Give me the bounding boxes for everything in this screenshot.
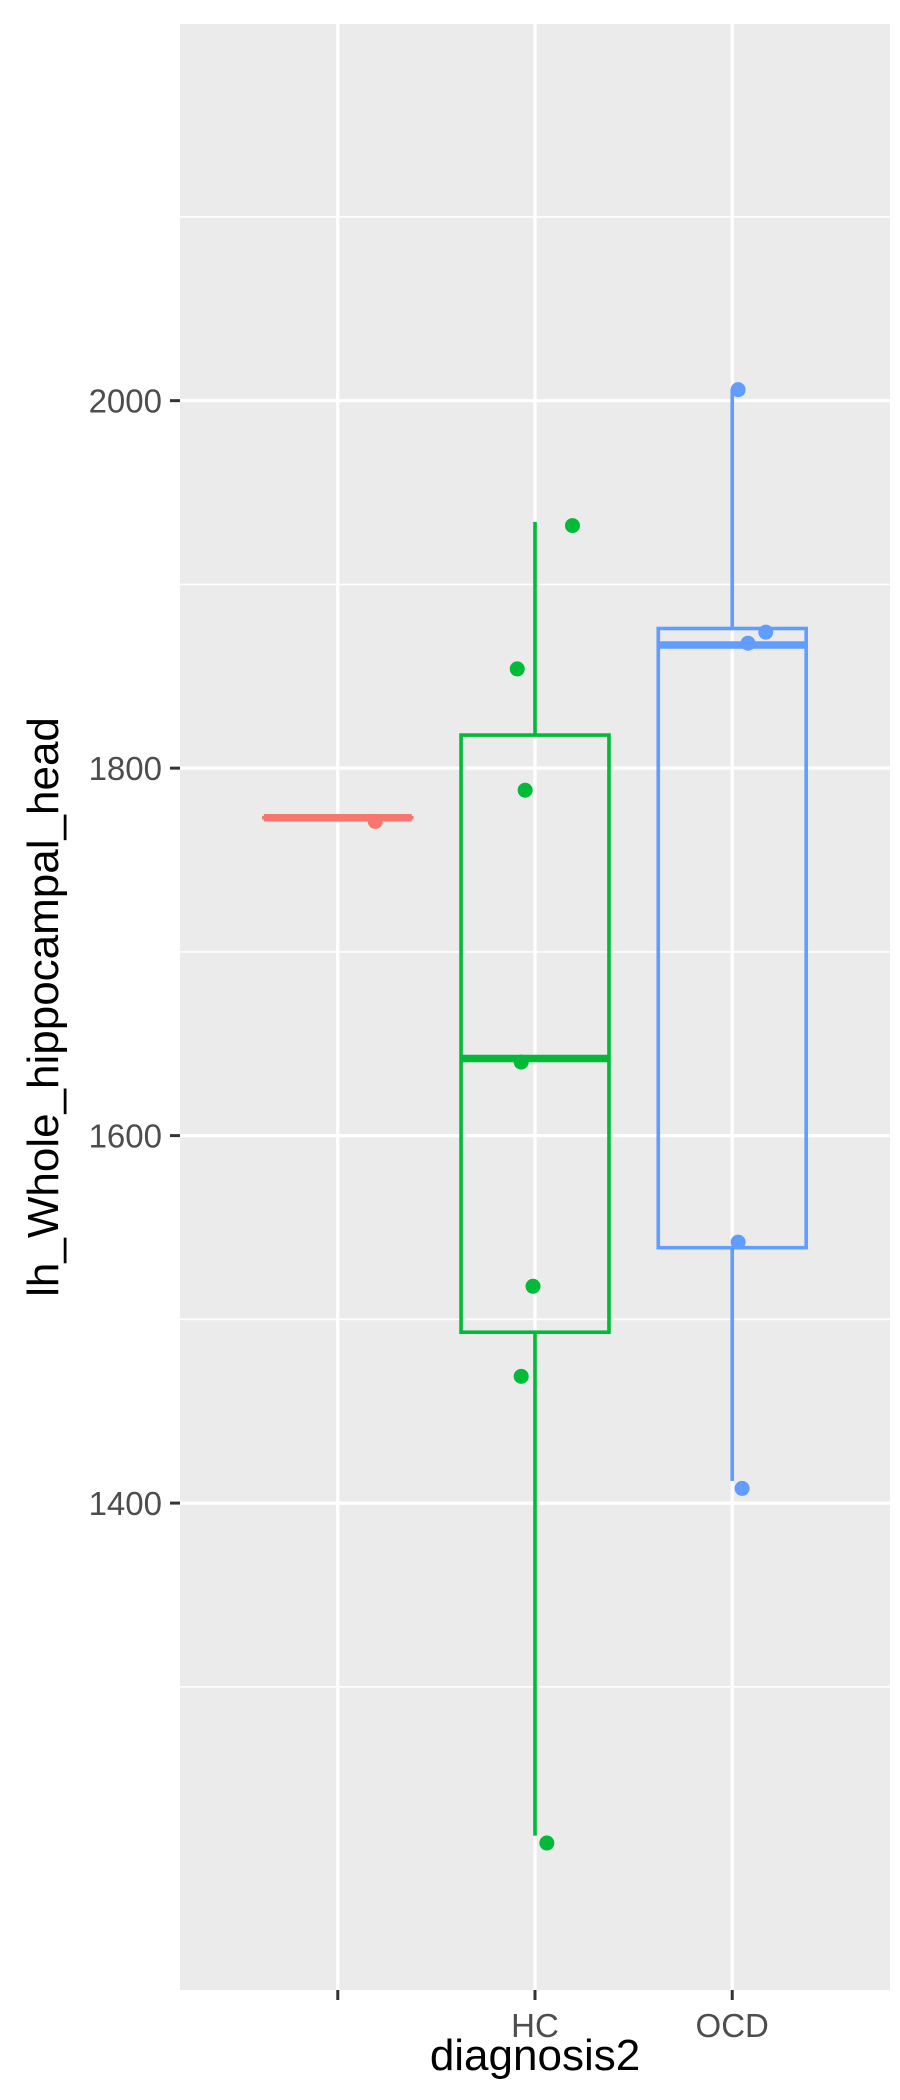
points-layer bbox=[367, 382, 774, 1851]
y-axis-title: lh_Whole_hippocampal_head bbox=[19, 717, 68, 1297]
boxes-layer bbox=[262, 389, 808, 1836]
data-point bbox=[367, 813, 383, 829]
y-tick-label: 1800 bbox=[89, 750, 162, 787]
data-point bbox=[517, 782, 533, 798]
x-tick-label: OCD bbox=[696, 2007, 769, 2044]
data-point bbox=[734, 1480, 750, 1496]
y-tick-label: 1400 bbox=[89, 1485, 162, 1522]
y-tick-label: 2000 bbox=[89, 383, 162, 420]
data-point bbox=[525, 1278, 541, 1294]
data-point bbox=[730, 1234, 746, 1250]
x-tick-label: HC bbox=[511, 2007, 559, 2044]
data-point bbox=[740, 635, 756, 651]
data-point bbox=[513, 1054, 529, 1070]
data-point bbox=[758, 624, 774, 640]
x-axis-title: diagnosis2 bbox=[430, 2031, 640, 2080]
y-axis: 1400 1600 1800 2000 bbox=[89, 383, 180, 1522]
y-tick-label: 1600 bbox=[89, 1118, 162, 1155]
data-point bbox=[730, 382, 746, 398]
x-axis: HC OCD bbox=[336, 1990, 769, 2044]
data-point bbox=[513, 1368, 529, 1384]
box-body bbox=[656, 626, 808, 1250]
box-body bbox=[459, 733, 611, 1335]
box-OCD bbox=[656, 389, 808, 1482]
data-point bbox=[539, 1835, 555, 1851]
box-HC bbox=[459, 521, 611, 1836]
data-point bbox=[564, 518, 580, 534]
data-point bbox=[509, 661, 525, 677]
